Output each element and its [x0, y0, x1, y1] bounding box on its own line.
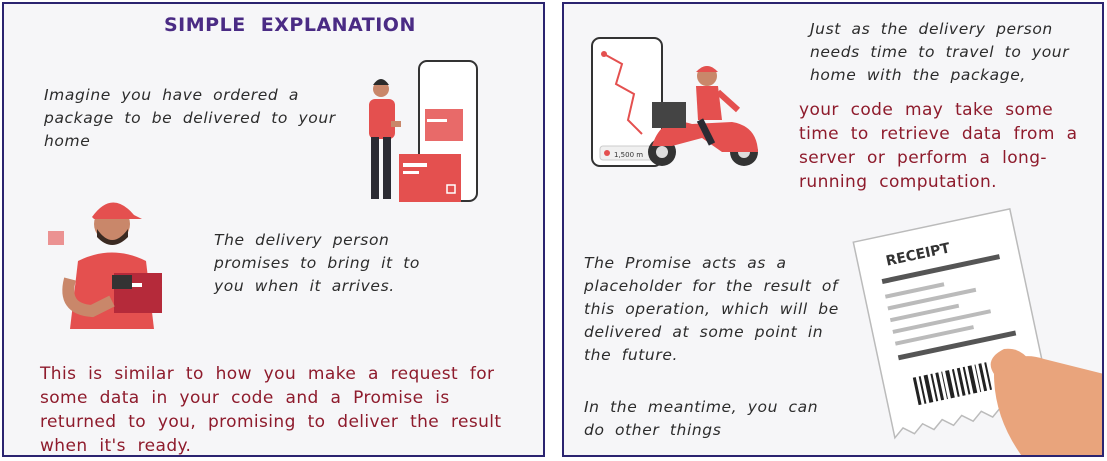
wait-text: your code may take some time to retrieve… — [799, 100, 1078, 192]
travel-text: Just as the delivery person needs time t… — [810, 20, 1070, 84]
meantime-text: In the meantime, you can do other things — [584, 398, 819, 439]
panel-title: SIMPLE EXPLANATION — [164, 14, 416, 36]
receipt-illustration: RECEIPT — [852, 208, 1102, 455]
intro-text: Imagine you have ordered a package to be… — [44, 86, 336, 150]
order-illustration — [369, 60, 478, 202]
promise-text: The delivery person promises to bring it… — [214, 231, 420, 295]
scooter-illustration: 1,500 m — [591, 37, 758, 167]
phone-distance-text: 1,500 m — [614, 151, 643, 159]
left-panel: SIMPLE EXPLANATION Imagine you have orde… — [2, 2, 545, 457]
delivery-person-illustration — [48, 202, 162, 329]
analogy-text: This is similar to how you make a reques… — [40, 364, 502, 456]
right-panel: 1,500 m Just as the delivery person need… — [562, 2, 1104, 457]
placeholder-text: The Promise acts as a placeholder for th… — [584, 254, 839, 364]
